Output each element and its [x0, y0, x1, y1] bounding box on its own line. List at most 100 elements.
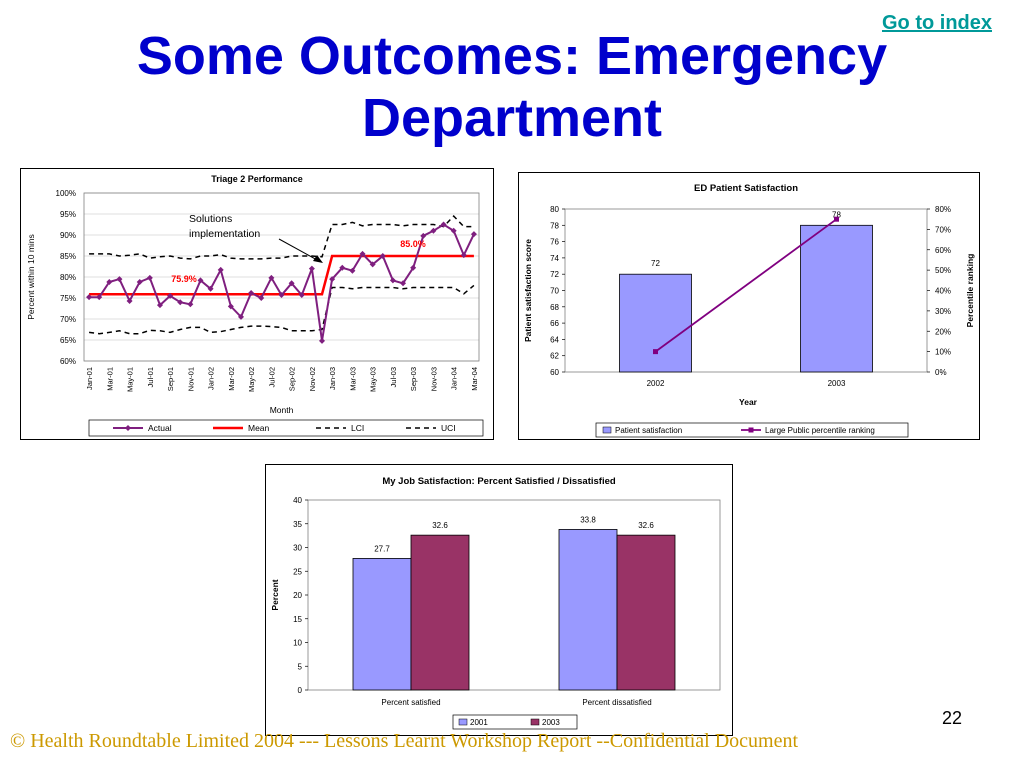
actual-point	[379, 253, 386, 259]
legend-label-lci: LCI	[351, 423, 364, 433]
y2-tick-label: 40%	[935, 287, 951, 296]
y-tick-label: 15	[293, 615, 302, 624]
legend-label-actual: Actual	[148, 423, 172, 433]
x-tick-label: May-02	[247, 367, 256, 392]
actual-point	[146, 274, 153, 281]
bar-data-label: 32.6	[638, 521, 654, 530]
x-tick-label: Nov-01	[186, 367, 195, 391]
actual-point	[156, 302, 163, 309]
bar-2003	[616, 534, 676, 691]
actual-point	[298, 292, 305, 299]
y-tick-label: 80%	[60, 273, 76, 282]
actual-point	[177, 299, 184, 306]
page-number: 22	[942, 708, 963, 728]
actual-point	[420, 232, 427, 239]
actual-point	[369, 261, 376, 268]
actual-point	[106, 279, 113, 286]
actual-point	[359, 250, 366, 257]
y2-tick-label: 80%	[935, 205, 951, 214]
go-to-index-link[interactable]: Go to index	[882, 12, 992, 34]
y-tick-label: 66	[550, 319, 559, 328]
ed-satisfaction-chart: ED Patient Satisfaction 60 62 64 66 68 70 72 74 7…	[523, 183, 975, 438]
actual-point	[430, 227, 437, 234]
actual-point	[86, 294, 93, 301]
percentile-point	[834, 216, 839, 222]
chart-title: My Job Satisfaction: Percent Satisfied /…	[382, 476, 616, 487]
annotation-mean-after: 85.0%	[400, 239, 426, 249]
legend-label-2003: 2003	[542, 718, 560, 727]
y-tick-label: 70	[550, 287, 559, 296]
legend-label-bar: Patient satisfaction	[615, 426, 682, 435]
bar-data-label: 27.7	[374, 544, 390, 553]
plot-area	[83, 192, 480, 362]
title-line-2: Department	[361, 88, 663, 148]
y-tick-label: 64	[550, 335, 559, 344]
y2-tick-label: 30%	[935, 307, 951, 316]
legend-box	[452, 714, 578, 730]
legend-swatch-2003	[530, 718, 540, 726]
actual-point	[136, 279, 143, 286]
x-tick-label: Mar-02	[227, 367, 236, 391]
title-line-1: Some Outcomes: Emergency	[136, 26, 888, 86]
actual-point	[96, 294, 103, 301]
legend-marker-line	[748, 427, 754, 433]
y-axis-label: Patient satisfaction score	[523, 239, 533, 342]
y-tick-label: 90%	[60, 231, 76, 240]
annotation-arrow-head	[313, 255, 323, 263]
y2-tick-label: 0%	[935, 368, 947, 377]
y2-tick-label: 50%	[935, 266, 951, 275]
y-axis-label: Percent within 10 mins	[26, 234, 36, 320]
job-satisfaction-chart-panel: My Job Satisfaction: Percent Satisfied /…	[265, 464, 733, 736]
actual-point	[207, 285, 214, 292]
annotation-solutions: Solutions	[189, 213, 232, 225]
bar-2001	[558, 529, 618, 691]
y-tick-label: 40	[293, 496, 302, 505]
y-tick-label: 85%	[60, 252, 76, 261]
x-tick-label: Sep-03	[409, 367, 418, 391]
actual-point	[217, 266, 224, 273]
x-tick-label: May-03	[369, 367, 378, 392]
x-tick-label: Jan-03	[328, 367, 337, 390]
x-tick-label: Jan-02	[207, 367, 216, 390]
actual-point	[400, 280, 407, 287]
y-tick-label: 62	[550, 352, 559, 361]
y-tick-label: 68	[550, 303, 559, 312]
y-tick-label: 0	[298, 686, 303, 695]
actual-point	[227, 303, 234, 310]
x-tick-label: Jul-02	[267, 367, 276, 387]
x-axis-label: Year	[739, 397, 758, 407]
actual-point	[288, 280, 295, 287]
actual-point	[410, 264, 417, 271]
job-satisfaction-chart: My Job Satisfaction: Percent Satisfied /…	[270, 476, 721, 730]
series-uci-line	[89, 215, 474, 260]
y-tick-label: 20	[293, 591, 302, 600]
triage-chart-panel: Triage 2 Performance 60% 65% 70% 75% 80% 85% 90…	[20, 168, 494, 440]
bar-2001	[352, 558, 412, 691]
x-tick-label: Sep-02	[288, 367, 297, 391]
x-tick-label: 2002	[647, 379, 665, 388]
page-title: Some Outcomes: Emergency Department	[0, 25, 1024, 149]
x-tick-label: Jul-01	[146, 367, 155, 387]
y2-tick-label: 10%	[935, 348, 951, 357]
actual-point	[339, 264, 346, 271]
bar-data-label: 72	[651, 259, 660, 268]
chart-title: ED Patient Satisfaction	[694, 183, 798, 194]
x-tick-label: Nov-03	[429, 367, 438, 391]
actual-point	[116, 276, 123, 283]
actual-point	[319, 337, 326, 344]
y-tick-label: 78	[550, 221, 559, 230]
legend-marker-actual	[125, 425, 131, 431]
actual-point	[126, 297, 133, 304]
actual-point	[460, 252, 467, 259]
bar-data-label: 78	[832, 210, 841, 219]
x-tick-label: Percent dissatisfied	[582, 698, 651, 707]
y-tick-label: 76	[550, 238, 559, 247]
legend-label-uci: UCI	[441, 423, 456, 433]
percentile-point	[653, 349, 658, 355]
y-tick-label: 5	[298, 662, 303, 671]
actual-point	[248, 289, 255, 296]
x-tick-label: May-01	[126, 367, 135, 392]
annotation-mean-before: 75.9%	[171, 274, 197, 284]
y2-tick-label: 20%	[935, 327, 951, 336]
y2-axis-label: Percentile ranking	[965, 254, 975, 328]
